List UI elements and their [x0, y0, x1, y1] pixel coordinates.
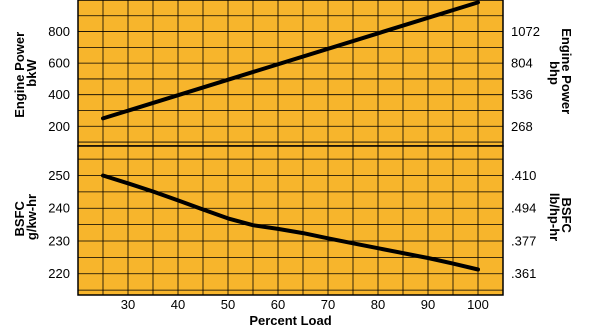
x-tick-label: 30 — [121, 297, 135, 312]
x-tick-label: 40 — [171, 297, 185, 312]
top-left-tick-label: 600 — [48, 56, 70, 71]
top-left-tick-label: 800 — [48, 24, 70, 39]
x-tick-label: 90 — [421, 297, 435, 312]
top-right-tick-label: 804 — [511, 56, 533, 71]
top-right-tick-labels: 268 536 804 1072 — [511, 24, 540, 134]
top-left-axis-title-line1: Engine Power — [12, 32, 27, 118]
bottom-right-axis-title-line1: BSFC — [559, 197, 574, 233]
bottom-panel-background — [78, 146, 503, 295]
top-left-axis-title-line2: bkW — [24, 59, 39, 87]
x-tick-labels: 30 40 50 60 70 80 90 100 — [121, 297, 489, 312]
x-tick-label: 60 — [271, 297, 285, 312]
bottom-grid — [78, 146, 503, 295]
top-right-tick-label: 536 — [511, 87, 533, 102]
bottom-left-axis-title: BSFC g/kw-hr — [12, 194, 39, 240]
bottom-right-axis-title-line2: lb/hp-hr — [547, 193, 562, 241]
bsfc-line — [101, 173, 480, 272]
bottom-right-tick-label: .377 — [511, 233, 536, 248]
x-tick-label: 80 — [371, 297, 385, 312]
bottom-left-tick-label: 250 — [48, 168, 70, 183]
bottom-left-tick-label: 240 — [48, 201, 70, 216]
top-right-tick-label: 1072 — [511, 24, 540, 39]
bottom-left-axis-title-line2: g/kw-hr — [24, 194, 39, 240]
top-right-axis-title: Engine Power bhp — [547, 28, 574, 118]
top-right-tick-label: 268 — [511, 119, 533, 134]
x-tick-label: 70 — [321, 297, 335, 312]
bottom-left-tick-label: 220 — [48, 266, 70, 281]
top-left-tick-label: 200 — [48, 119, 70, 134]
engine-power-line — [101, 0, 480, 121]
bottom-right-tick-label: .410 — [511, 168, 536, 183]
top-right-axis-title-line1: Engine Power — [559, 28, 574, 114]
bottom-panel-frame — [77, 145, 504, 296]
top-left-axis-title: Engine Power bkW — [12, 28, 39, 118]
top-right-axis-title-line2: bhp — [547, 61, 562, 85]
bottom-panel: 220 230 240 250 .410 .494 .377 .361 — [48, 145, 536, 296]
top-grid — [78, 0, 503, 146]
bottom-left-tick-labels: 220 230 240 250 — [48, 168, 70, 281]
top-panel-background — [78, 0, 503, 146]
bottom-left-tick-label: 230 — [48, 233, 70, 248]
top-left-tick-label: 400 — [48, 87, 70, 102]
x-tick-label: 100 — [467, 297, 489, 312]
bottom-left-axis-title-line1: BSFC — [12, 201, 27, 237]
bottom-right-tick-label: .494 — [511, 201, 536, 216]
bottom-right-axis-title: BSFC lb/hp-hr — [547, 193, 574, 241]
top-panel: 200 400 600 800 268 536 804 1072 — [48, 0, 540, 147]
bottom-right-tick-label: .361 — [511, 266, 536, 281]
x-tick-label: 50 — [221, 297, 235, 312]
top-left-tick-labels: 200 400 600 800 — [48, 24, 70, 134]
x-axis-label: Percent Load — [249, 313, 331, 328]
bottom-right-tick-labels: .410 .494 .377 .361 — [511, 168, 536, 281]
